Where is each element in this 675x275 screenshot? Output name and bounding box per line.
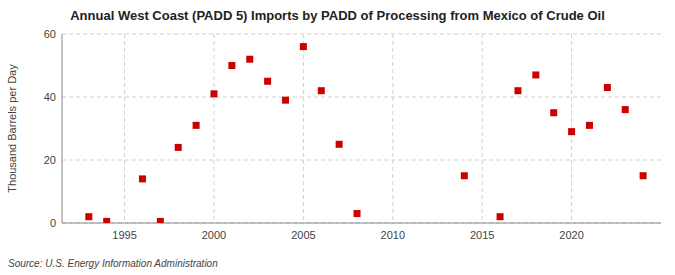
point [264, 78, 271, 85]
point [514, 87, 521, 94]
point [568, 128, 575, 135]
point [354, 210, 361, 217]
point [550, 109, 557, 116]
point [228, 62, 235, 69]
x-grid-line [124, 34, 125, 223]
point [193, 122, 200, 129]
x-grid-line [482, 34, 483, 223]
x-tick-label: 2015 [470, 229, 494, 241]
point [157, 218, 164, 223]
point [282, 97, 289, 104]
point [336, 141, 343, 148]
point [604, 84, 611, 91]
point [300, 43, 307, 50]
points [85, 43, 646, 223]
point [532, 71, 539, 78]
chart-container: Annual West Coast (PADD 5) Imports by PA… [0, 0, 675, 275]
source-note: Source: U.S. Energy Information Administ… [8, 258, 218, 269]
grid [62, 34, 661, 223]
point [497, 213, 504, 220]
y-tick-label: 20 [44, 154, 56, 166]
point [85, 213, 92, 220]
point [461, 172, 468, 179]
y-axis-label: Thousand Barrels per Day [6, 64, 18, 193]
x-axis-line [62, 223, 661, 224]
y-tick-label: 40 [44, 91, 56, 103]
point [586, 122, 593, 129]
chart: Annual West Coast (PADD 5) Imports by PA… [0, 0, 675, 275]
y-grid-line [62, 223, 661, 224]
y-axis-line [62, 34, 63, 223]
axes: 0 20 40 60 1995 2000 2005 2010 2015 2020 [44, 28, 661, 241]
x-tick-label: 2000 [202, 229, 226, 241]
point [318, 87, 325, 94]
point [640, 172, 647, 179]
point [103, 218, 110, 223]
x-tick-label: 1995 [112, 229, 136, 241]
point [139, 175, 146, 182]
x-tick-label: 2005 [291, 229, 315, 241]
title: Annual West Coast (PADD 5) Imports by PA… [70, 8, 605, 23]
point [210, 90, 217, 97]
x-tick-label: 2020 [559, 229, 583, 241]
point [622, 106, 629, 113]
point [246, 56, 253, 63]
x-grid-line [392, 34, 393, 223]
x-grid-line [303, 34, 304, 223]
y-tick-label: 0 [50, 217, 56, 229]
point [175, 144, 182, 151]
x-tick-label: 2010 [381, 229, 405, 241]
x-grid-line [213, 34, 214, 223]
y-tick-label: 60 [44, 28, 56, 40]
